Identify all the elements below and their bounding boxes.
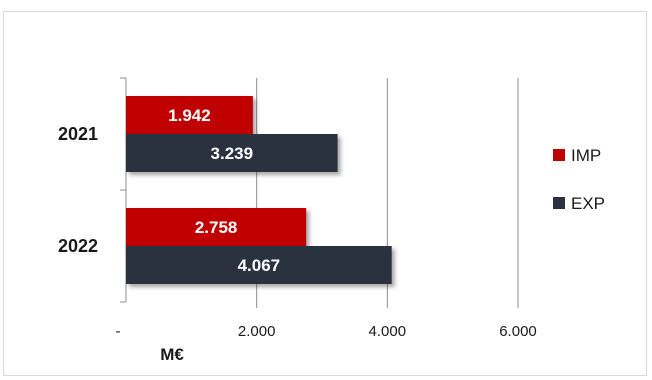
bar-exp-2022 [126, 246, 392, 284]
data-label: 3.239 [211, 144, 254, 163]
legend: IMP EXP [553, 146, 605, 213]
category-label: 2022 [58, 236, 98, 256]
legend-swatch-exp [553, 197, 565, 209]
x-tick-label: 4.000 [369, 323, 407, 340]
bar-imp-2021 [126, 96, 253, 134]
data-label: 1.942 [168, 106, 211, 125]
legend-label-imp: IMP [571, 146, 601, 165]
bar-imp-2022 [126, 208, 307, 246]
legend-label-exp: EXP [571, 194, 605, 213]
bar-exp-2021 [126, 134, 338, 172]
x-tick-label: 2.000 [238, 323, 276, 340]
x-tick-label: 6.000 [499, 323, 537, 340]
x-axis-unit-label: M€ [160, 345, 184, 364]
bars [126, 96, 392, 284]
data-label: 2.758 [195, 218, 238, 237]
chart-frame [3, 11, 647, 376]
legend-swatch-imp [553, 149, 565, 161]
category-label: 2021 [58, 124, 98, 144]
x-tick-label: - [116, 323, 121, 340]
data-label: 4.067 [238, 256, 281, 275]
